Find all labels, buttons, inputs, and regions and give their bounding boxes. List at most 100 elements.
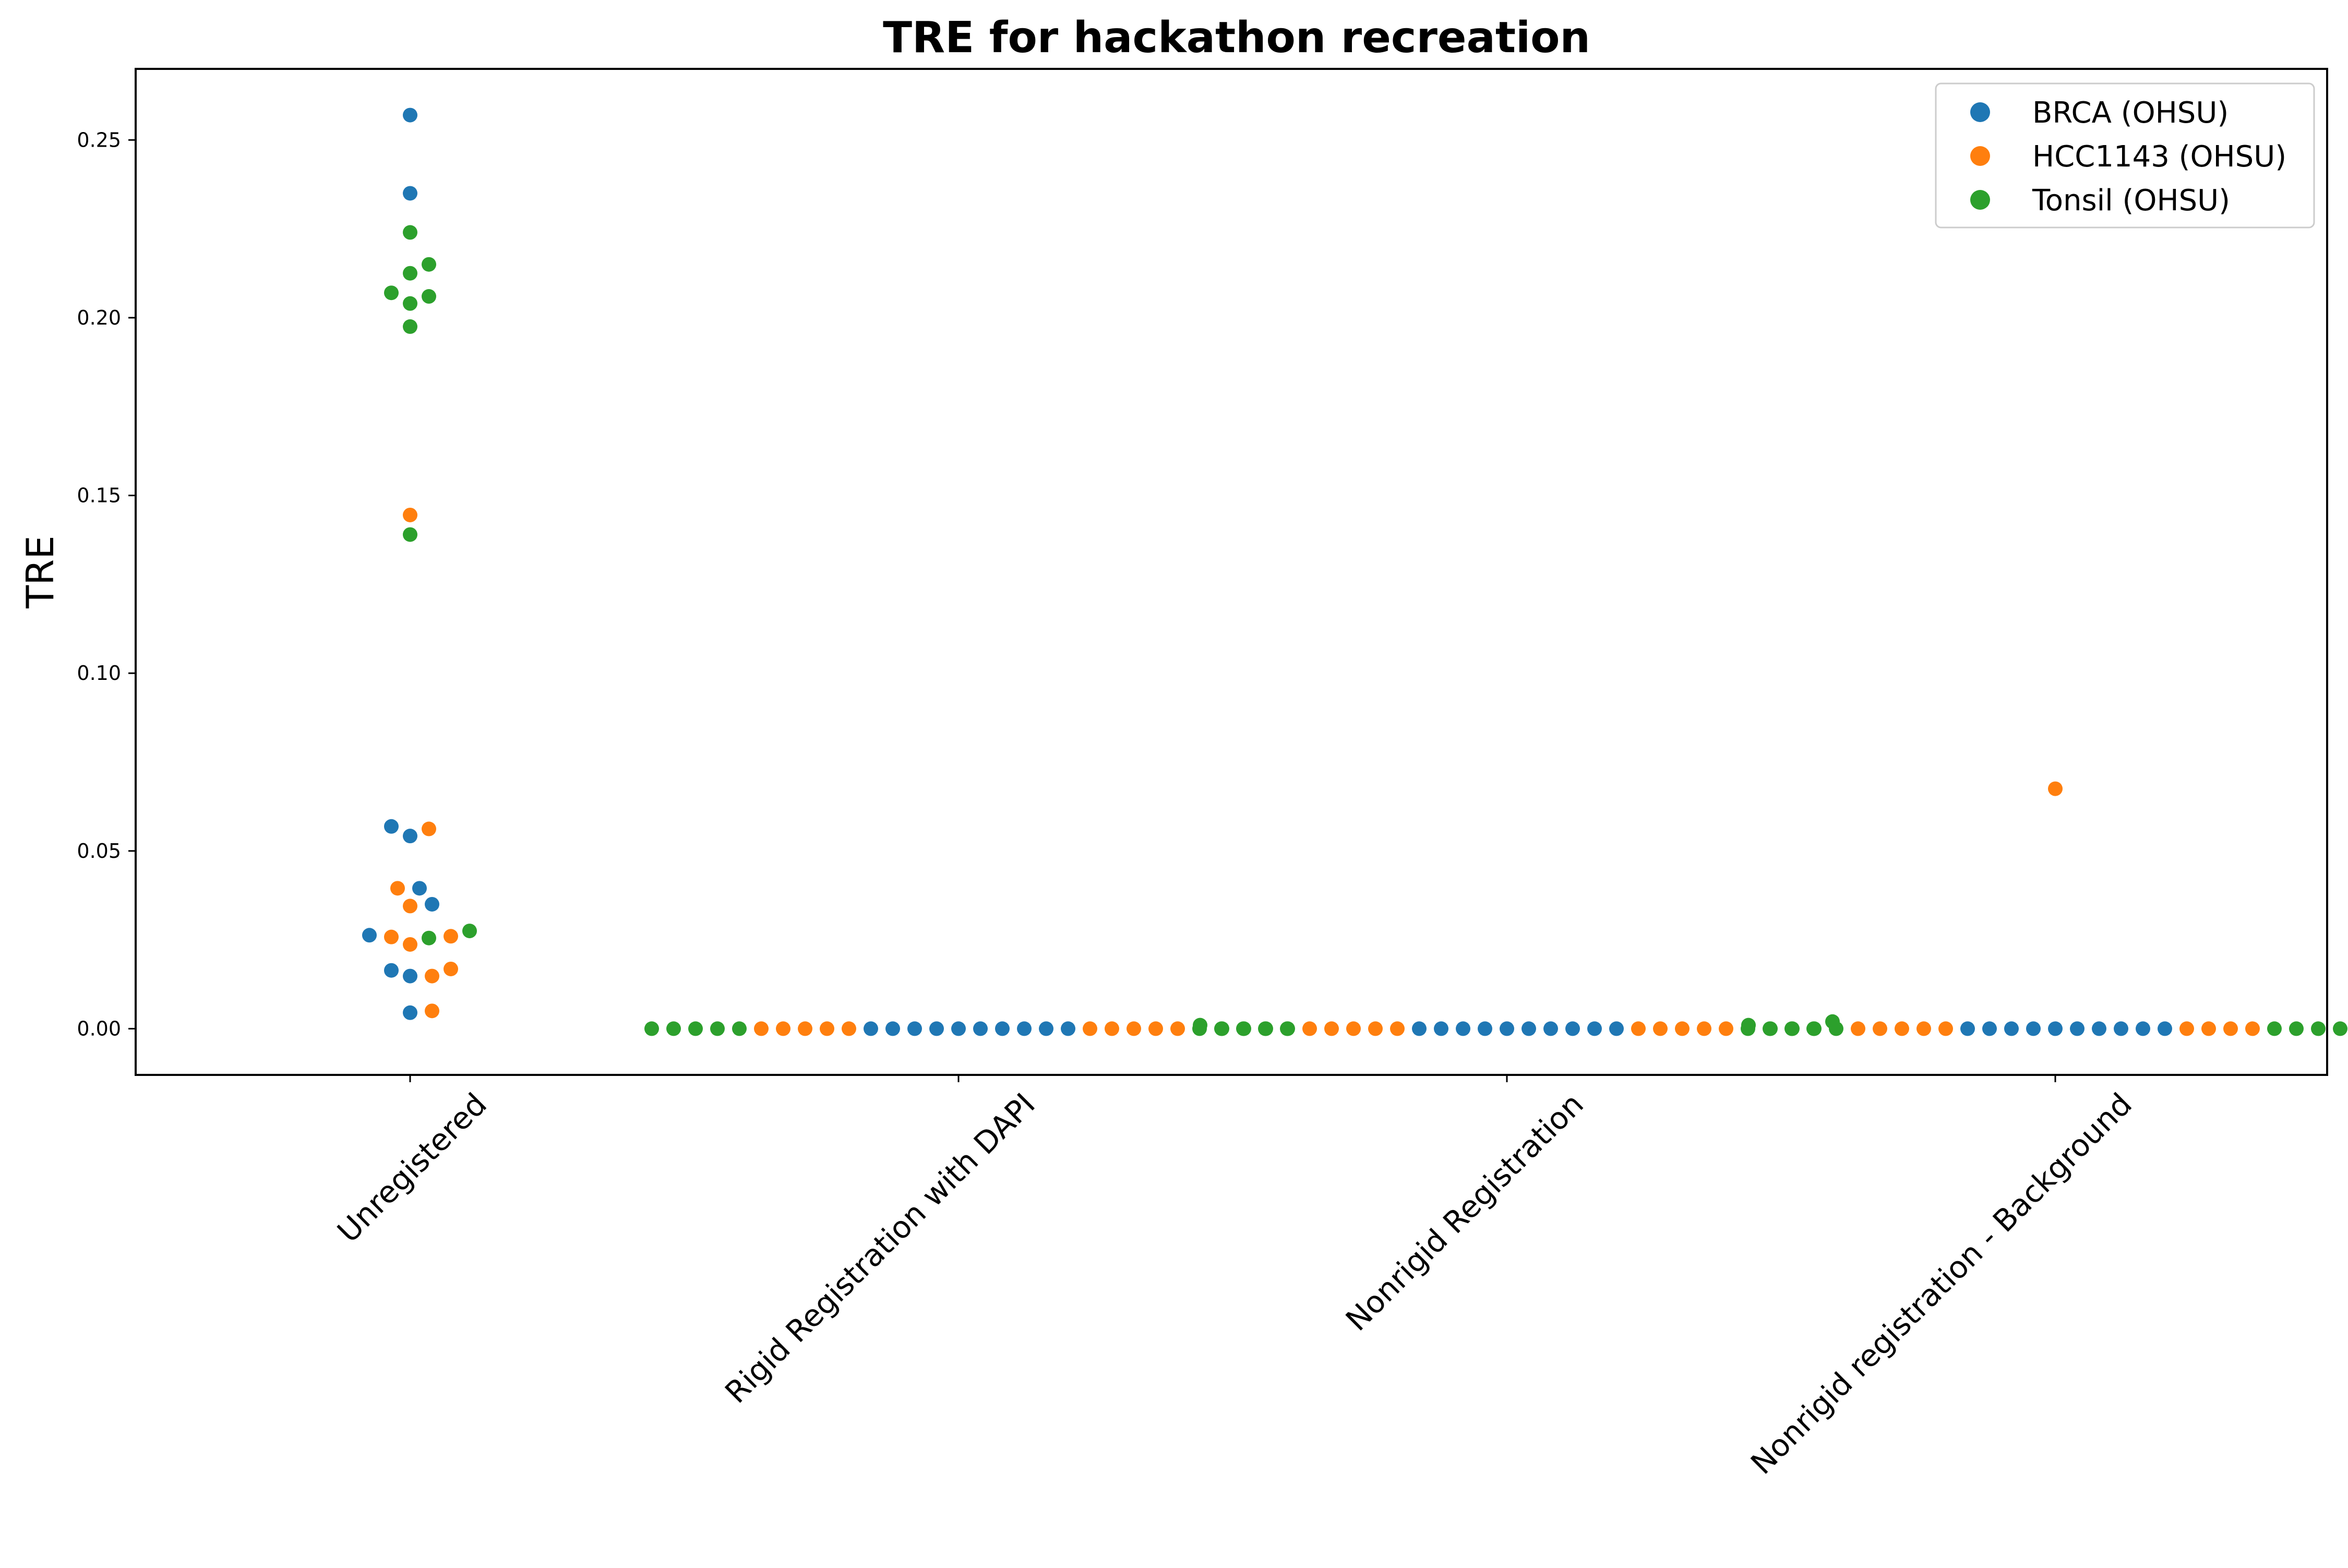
point-hcc1143-cat0-6 (403, 937, 417, 952)
point-tonsil-cat0-4 (422, 289, 436, 304)
point-hcc1143-cat0-8 (425, 968, 439, 984)
y-tick-label-4: 0.20 (77, 306, 121, 329)
point-tonsil-cat0-1 (422, 257, 436, 272)
point-brca-cat1-6 (885, 1021, 900, 1036)
point-tonsil-cat0-3 (384, 285, 399, 301)
point-tonsil-cat3-0 (1741, 1018, 1756, 1033)
point-hcc1143-cat1-8 (754, 1021, 769, 1036)
point-hcc1143-cat3-3 (1916, 1021, 1931, 1036)
point-brca-cat1-4 (907, 1021, 922, 1036)
point-hcc1143-cat0-4 (444, 929, 458, 944)
point-hcc1143-cat2-9 (1719, 1021, 1733, 1036)
point-tonsil-cat0-9 (422, 930, 436, 945)
point-hcc1143-cat1-0 (842, 1021, 856, 1036)
point-brca-cat2-4 (1456, 1021, 1470, 1036)
y-axis: 0.00 0.05 0.10 0.15 0.20 0.25 (77, 128, 136, 1040)
point-brca-cat3-5 (2114, 1021, 2128, 1036)
point-hcc1143-cat1-3 (1105, 1021, 1119, 1036)
y-tick-label-0: 0.00 (77, 1017, 121, 1040)
point-brca-cat2-9 (1609, 1021, 1624, 1036)
point-hcc1143-cat3-9 (1851, 1021, 1865, 1036)
point-brca-cat1-2 (929, 1021, 944, 1036)
point-hcc1143-cat3-8 (2245, 1021, 2260, 1036)
point-brca-cat2-1 (1522, 1021, 1536, 1036)
point-tonsil-cat2-6 (1237, 1021, 1251, 1036)
point-brca-cat3-4 (2004, 1021, 2019, 1036)
point-brca-cat2-3 (1543, 1021, 1558, 1036)
legend-label-1: HCC1143 (OHSU) (2032, 140, 2286, 174)
point-hcc1143-cat0-2 (390, 881, 405, 896)
y-axis-label: TRE (18, 535, 62, 609)
point-brca-cat3-6 (1982, 1021, 1997, 1036)
point-hcc1143-cat3-1 (1938, 1021, 1953, 1036)
point-brca-cat3-0 (2048, 1021, 2063, 1036)
point-hcc1143-cat3-6 (2223, 1021, 2238, 1036)
point-hcc1143-cat0-5 (384, 929, 399, 944)
point-hcc1143-cat0-3 (403, 899, 417, 914)
point-hcc1143-cat1-6 (776, 1021, 790, 1036)
point-brca-cat1-8 (864, 1021, 878, 1036)
point-brca-cat1-3 (995, 1021, 1010, 1036)
point-hcc1143-cat2-8 (1302, 1021, 1317, 1036)
point-brca-cat3-2 (2026, 1021, 2041, 1036)
point-hcc1143-cat0-9 (425, 1003, 439, 1019)
y-tick-label-5: 0.25 (77, 128, 121, 151)
point-tonsil-cat3-5 (1807, 1021, 1822, 1036)
point-brca-cat2-8 (1412, 1021, 1427, 1036)
point-brca-cat3-8 (1960, 1021, 1975, 1036)
point-hcc1143-cat2-0 (1390, 1021, 1405, 1036)
y-tick-label-2: 0.10 (77, 662, 121, 685)
point-hcc1143-cat1-2 (820, 1021, 834, 1036)
point-hcc1143-cat3-5 (1895, 1021, 1909, 1036)
point-hcc1143-cat1-5 (1127, 1021, 1141, 1036)
legend-marker-1 (1970, 146, 1990, 166)
point-tonsil-cat3-7 (1785, 1021, 1800, 1036)
point-brca-cat1-0 (951, 1021, 966, 1036)
point-tonsil-cat3-8 (2333, 1021, 2347, 1036)
point-brca-cat3-7 (2136, 1021, 2150, 1036)
point-brca-cat3-9 (2158, 1021, 2172, 1036)
legend-marker-2 (1970, 190, 1990, 210)
point-tonsil-cat0-5 (403, 296, 417, 311)
point-tonsil-cat2-1 (1193, 1018, 1207, 1033)
point-hcc1143-cat1-7 (1148, 1021, 1163, 1036)
point-brca-cat2-7 (1587, 1021, 1602, 1036)
point-hcc1143-cat2-7 (1697, 1021, 1711, 1036)
legend: BRCA (OHSU) HCC1143 (OHSU) Tonsil (OHSU) (1935, 82, 2315, 229)
point-tonsil-cat2-2 (1280, 1021, 1295, 1036)
point-tonsil-cat0-0 (403, 225, 417, 240)
point-brca-cat0-9 (403, 1005, 417, 1020)
point-tonsil-cat3-3 (1829, 1021, 1843, 1036)
point-brca-cat0-6 (362, 928, 377, 943)
point-brca-cat0-1 (403, 186, 417, 201)
point-brca-cat0-7 (384, 963, 399, 978)
y-tick-label-1: 0.05 (77, 840, 121, 863)
point-brca-cat2-6 (1434, 1021, 1448, 1036)
point-tonsil-cat1-4 (688, 1021, 703, 1036)
point-brca-cat1-5 (1017, 1021, 1032, 1036)
point-hcc1143-cat0-1 (422, 821, 436, 836)
point-hcc1143-cat1-4 (798, 1021, 812, 1036)
chart-title: TRE for hackathon recreation (883, 13, 1590, 63)
point-hcc1143-cat2-6 (1324, 1021, 1339, 1036)
point-tonsil-cat1-2 (710, 1021, 725, 1036)
point-tonsil-cat0-2 (403, 266, 417, 281)
point-hcc1143-cat2-4 (1346, 1021, 1361, 1036)
point-hcc1143-cat3-2 (2179, 1021, 2194, 1036)
point-tonsil-cat1-8 (644, 1021, 659, 1036)
point-hcc1143-cat2-2 (1368, 1021, 1383, 1036)
point-tonsil-cat3-6 (2311, 1021, 2326, 1036)
point-hcc1143-cat0-7 (444, 961, 458, 976)
point-brca-cat0-8 (403, 968, 417, 984)
y-tick-label-3: 0.15 (77, 484, 121, 507)
plot-frame (135, 68, 2328, 1076)
point-brca-cat1-1 (973, 1021, 988, 1036)
point-brca-cat2-2 (1478, 1021, 1492, 1036)
point-tonsil-cat0-8 (462, 924, 477, 939)
point-hcc1143-cat3-0 (2048, 781, 2063, 796)
point-hcc1143-cat2-3 (1653, 1021, 1668, 1036)
point-brca-cat0-5 (425, 896, 439, 912)
point-brca-cat3-1 (2070, 1021, 2085, 1036)
